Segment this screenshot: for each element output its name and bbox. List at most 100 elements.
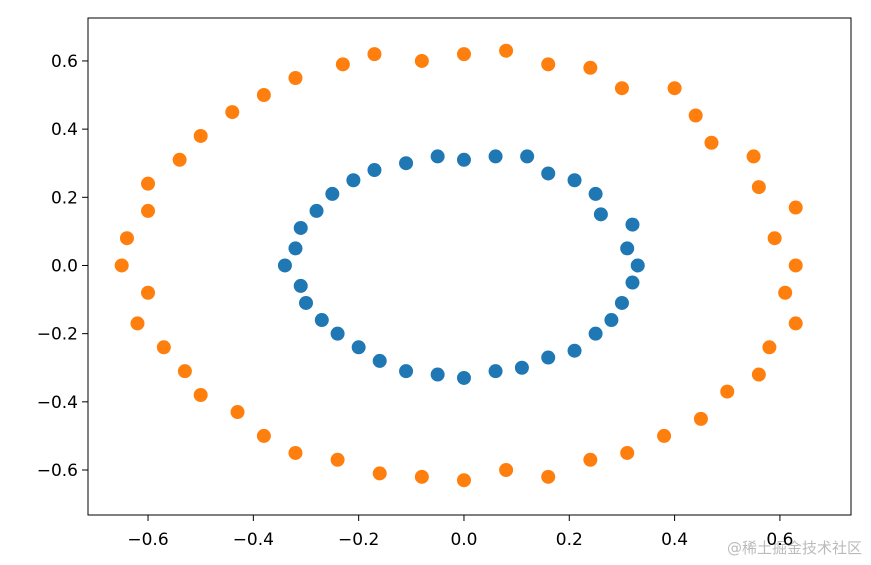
point [788,200,803,215]
x-tick-label: −0.6 [127,530,168,550]
point [541,469,556,484]
y-tick-label: 0.2 [51,188,78,208]
point [788,258,803,273]
point [604,313,619,328]
point [488,149,503,164]
point [225,105,240,120]
point [430,149,445,164]
point [614,295,629,310]
point [762,340,777,355]
point [172,152,187,167]
point [414,53,429,68]
point [667,81,682,96]
point [588,186,603,201]
point [288,241,303,256]
point [778,285,793,300]
point [330,326,345,341]
point [293,278,308,293]
point [541,57,556,72]
point [499,43,514,58]
point [335,57,350,72]
point [788,316,803,331]
point [688,108,703,123]
point [256,88,271,103]
point [567,173,582,188]
point [177,364,192,379]
point [541,350,556,365]
watermark: @稀土掘金技术社区 [727,539,862,557]
point [625,275,640,290]
x-tick-label: −0.2 [338,530,379,550]
x-tick-label: −0.4 [233,530,274,550]
point [314,313,329,328]
point [625,217,640,232]
plot-frame [87,17,852,516]
point [299,295,313,310]
point [720,384,735,399]
point [456,473,471,488]
point [399,364,414,379]
point [367,163,382,178]
x-tick-label: 0.4 [661,530,688,550]
point [746,149,761,164]
point [372,353,387,368]
point [567,343,582,358]
point [141,203,156,218]
point [620,241,635,256]
y-tick-label: 0.6 [51,52,78,72]
point [620,445,635,460]
point [230,405,245,420]
point [193,388,208,403]
point [119,231,134,246]
y-tick-label: −0.2 [37,325,78,345]
point [346,173,361,188]
x-tick-label: 0.6 [766,530,793,550]
point [288,70,303,85]
point [583,452,598,467]
y-tick-label: −0.6 [37,461,78,481]
point [541,166,556,181]
point [372,466,387,481]
point [488,364,503,379]
point [693,411,708,426]
point [325,186,340,201]
point [614,81,629,96]
point [430,367,445,382]
point [514,360,529,375]
point [520,149,535,164]
point [657,428,672,443]
point [499,463,514,478]
y-tick-label: −0.4 [37,393,78,413]
point [309,203,324,218]
point [277,258,292,273]
point [288,445,303,460]
point [256,428,271,443]
point [293,220,308,235]
point [704,135,719,150]
point [630,258,645,273]
point [593,207,608,222]
point [141,176,156,191]
y-tick-label: 0.4 [51,120,78,140]
point [156,340,171,355]
point [456,370,471,385]
point [351,340,366,355]
point [130,316,145,331]
point [193,128,208,143]
point [588,326,603,341]
x-tick-label: 0.2 [556,530,583,550]
x-tick-label: 0.0 [450,530,477,550]
point [414,469,429,484]
point [141,285,156,300]
point [456,152,471,167]
point [399,156,414,171]
point [367,47,382,62]
point [114,258,129,273]
y-tick-label: 0.0 [51,256,78,276]
point [767,231,782,246]
point [583,60,598,75]
point [751,180,766,195]
point [751,367,766,382]
